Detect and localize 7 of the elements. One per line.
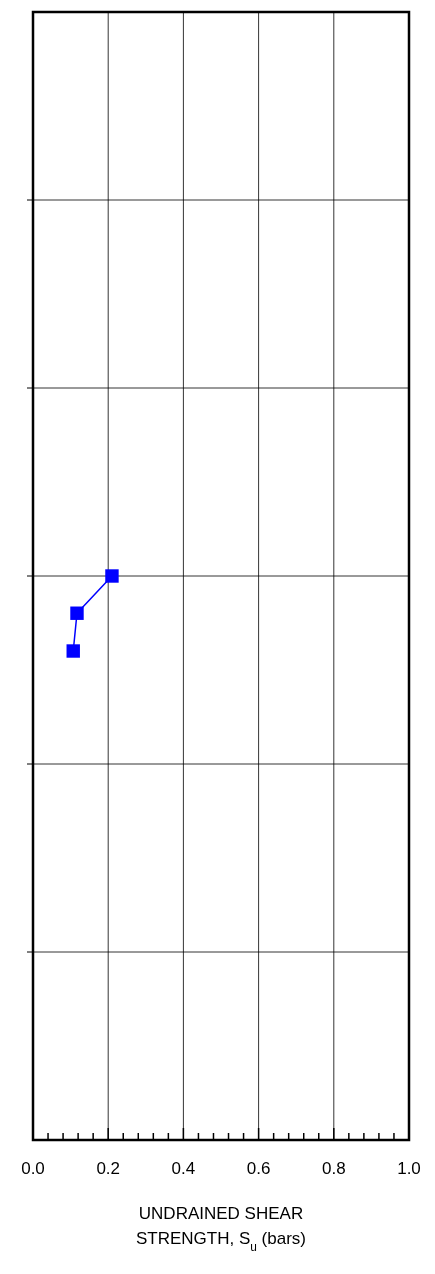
x-tick-label: 0.4 [171, 1159, 196, 1178]
x-axis-title: UNDRAINED SHEAR STRENGTH, S$_{u}$ (bars) [135, 1204, 307, 1254]
x-tick-label: 0.6 [246, 1159, 271, 1178]
x-tick-label: 0.8 [321, 1159, 346, 1178]
x-tick-label: 0.2 [96, 1159, 121, 1178]
x-tick-label: 1.0 [397, 1159, 421, 1178]
x-tick-label: 0.0 [21, 1159, 45, 1178]
